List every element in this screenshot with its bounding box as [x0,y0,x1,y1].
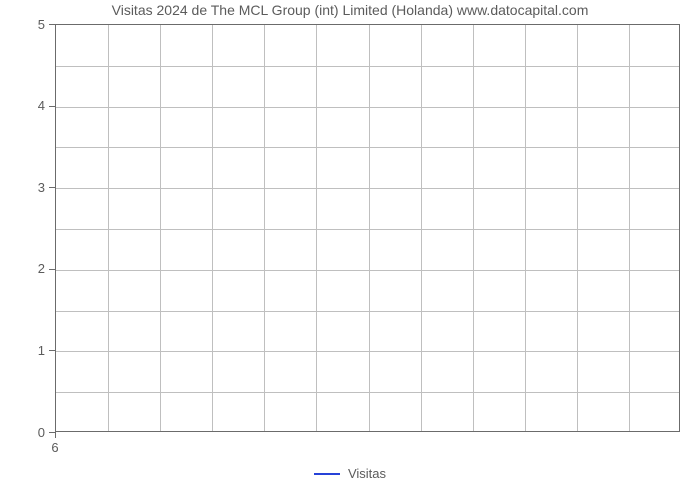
hgrid [56,351,679,352]
hgrid [56,107,679,108]
vgrid [369,25,370,431]
ytick-label: 1 [15,343,45,358]
xtick-label: 6 [45,440,65,455]
chart-title: Visitas 2024 de The MCL Group (int) Limi… [0,2,700,18]
hgrid [56,229,679,230]
legend-swatch [314,473,340,475]
hgrid [56,311,679,312]
hgrid [56,392,679,393]
legend: Visitas [0,466,700,481]
ytick-label: 5 [15,17,45,32]
vgrid [264,25,265,431]
plot-area [55,24,680,432]
hgrid [56,270,679,271]
ytick-label: 4 [15,98,45,113]
hgrid [56,147,679,148]
vgrid [316,25,317,431]
ytick [49,24,55,25]
ytick [49,106,55,107]
hgrid [56,66,679,67]
vgrid [577,25,578,431]
ytick [49,187,55,188]
vgrid [525,25,526,431]
vgrid [421,25,422,431]
ytick-label: 3 [15,180,45,195]
vgrid [108,25,109,431]
ytick-label: 0 [15,425,45,440]
legend-label: Visitas [348,466,386,481]
hgrid [56,188,679,189]
ytick [49,350,55,351]
xtick [55,432,56,438]
ytick [49,269,55,270]
vgrid [160,25,161,431]
vgrid [473,25,474,431]
ytick-label: 2 [15,261,45,276]
vgrid [212,25,213,431]
vgrid [629,25,630,431]
